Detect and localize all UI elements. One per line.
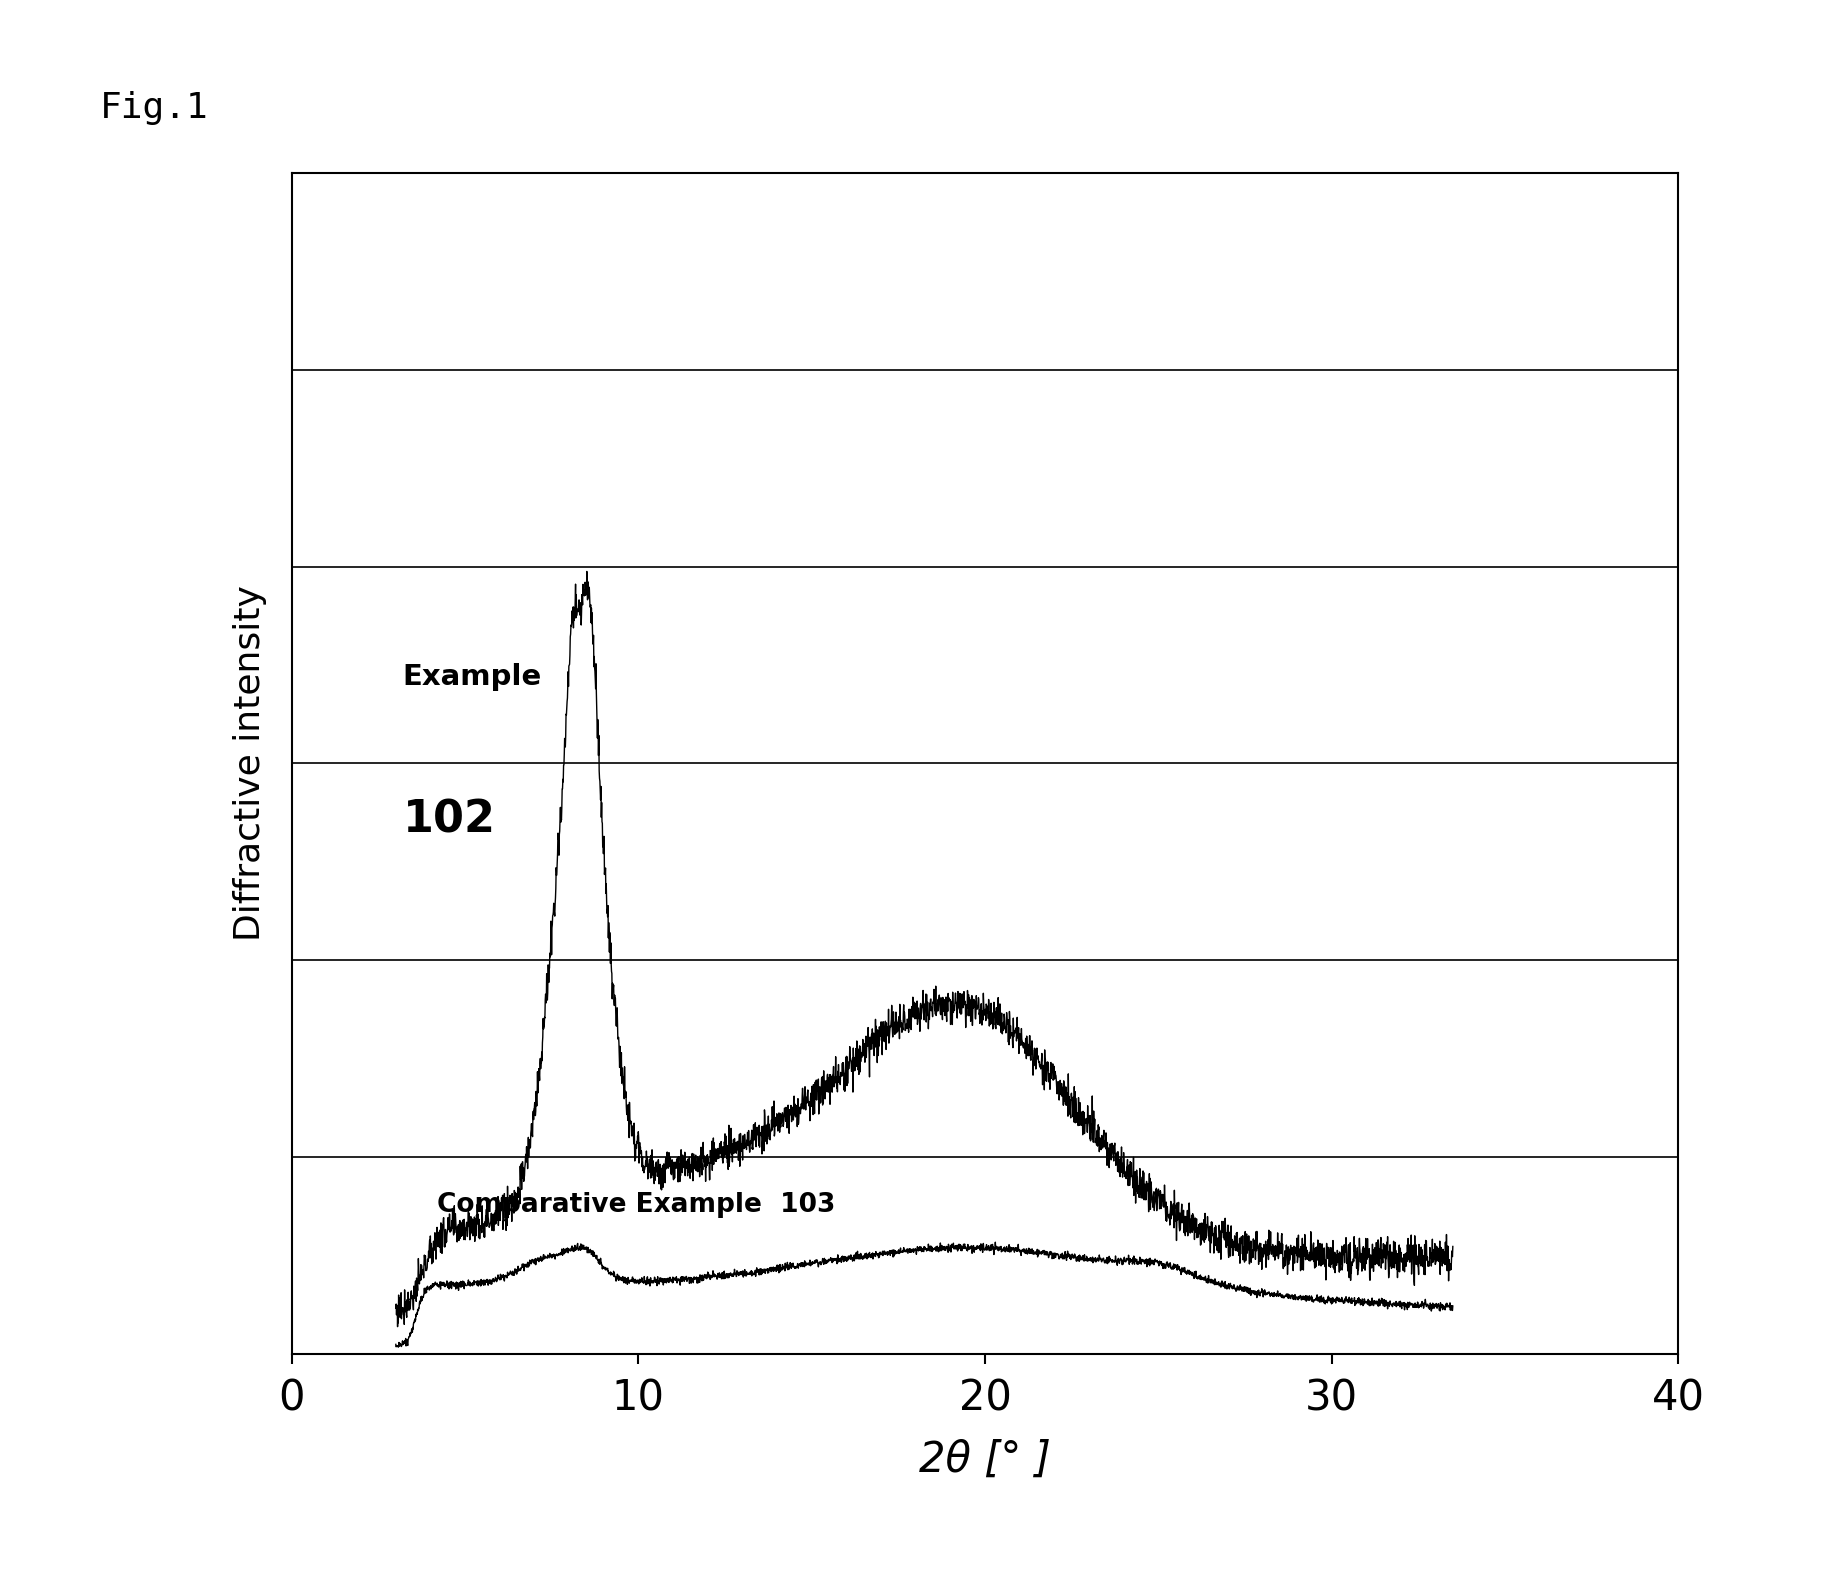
X-axis label: 2θ [° ]: 2θ [° ] [919, 1439, 1050, 1481]
Text: Fig.1: Fig.1 [100, 91, 210, 124]
Y-axis label: Diffractive intensity: Diffractive intensity [233, 586, 266, 941]
Text: Comparative Example  103: Comparative Example 103 [438, 1192, 835, 1218]
Text: Example: Example [403, 663, 541, 691]
Text: 102: 102 [403, 798, 496, 841]
